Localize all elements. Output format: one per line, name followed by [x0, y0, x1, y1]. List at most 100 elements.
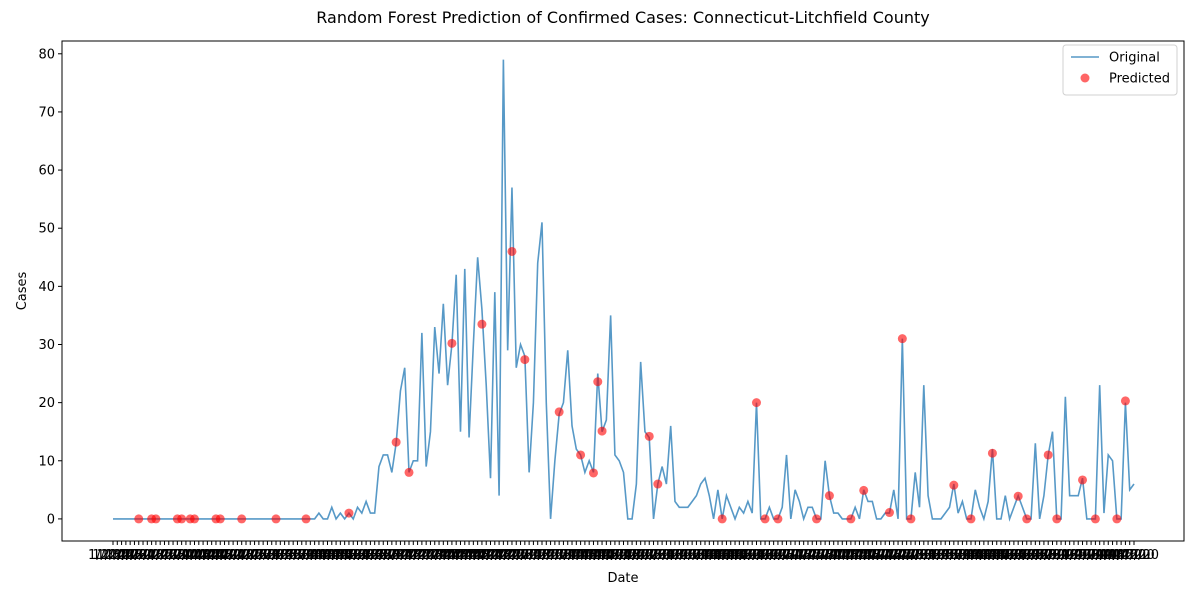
x-tick-label: 6/9/20: [688, 548, 730, 563]
x-tick-label: 2/25/20: [234, 548, 284, 563]
x-tick-label: 6/8/20: [684, 548, 726, 563]
x-tick-label: 1/28/20: [114, 548, 164, 563]
x-tick-label: 4/29/20: [508, 548, 558, 563]
x-tick-label: 2/26/20: [238, 548, 288, 563]
x-tick-label: 2/19/20: [208, 548, 258, 563]
predicted-point: [1022, 514, 1032, 524]
x-tick-label: 2/20/20: [212, 548, 262, 563]
x-tick-label: 3/25/20: [358, 548, 408, 563]
x-tick-label: 4/28/20: [504, 548, 554, 563]
x-tick-label: 7/13/20: [830, 548, 880, 563]
x-tick-label: 8/14/20: [967, 548, 1017, 563]
x-tick-label: 9/9/20: [1083, 548, 1125, 563]
predicted-point: [1112, 514, 1122, 524]
x-tick-label: 4/20/20: [470, 548, 520, 563]
x-tick-label: 3/21/20: [341, 548, 391, 563]
x-tick-label: 4/17/20: [457, 548, 507, 563]
x-tick-label: 4/25/20: [491, 548, 541, 563]
x-tick-label: 8/16/20: [976, 548, 1026, 563]
x-tick-label: 8/2/20: [920, 548, 962, 563]
x-tick-label: 8/9/20: [950, 548, 992, 563]
x-tick-label: 1/26/20: [105, 548, 155, 563]
legend: Original Predicted: [1062, 44, 1178, 96]
x-tick-label: 8/28/20: [1027, 548, 1077, 563]
x-tick-label: 8/24/20: [1010, 548, 1060, 563]
x-tick-label: 5/25/20: [620, 548, 670, 563]
x-tick-label: 2/10/20: [169, 548, 219, 563]
x-tick-label: 8/13/20: [963, 548, 1013, 563]
x-tick-label: 3/13/20: [307, 548, 357, 563]
x-tick-label: 3/18/20: [328, 548, 378, 563]
predicted-point: [520, 355, 530, 365]
x-tick-label: 2/21/20: [217, 548, 267, 563]
x-tick-label: 9/4/20: [1062, 548, 1104, 563]
x-tick-label: 5/14/20: [573, 548, 623, 563]
x-tick-label: 3/19/20: [332, 548, 382, 563]
x-tick-label: 5/26/20: [624, 548, 674, 563]
y-tick-label: 80: [38, 47, 55, 62]
x-tick-label: 2/7/20: [161, 548, 203, 563]
x-tick-label: 8/1/20: [916, 548, 958, 563]
x-tick-label: 4/12/20: [435, 548, 485, 563]
predicted-point: [597, 426, 607, 436]
x-tick-label: 3/26/20: [362, 548, 412, 563]
x-tick-label: 2/16/20: [195, 548, 245, 563]
x-tick-label: 4/24/20: [487, 548, 537, 563]
x-tick-label: 8/21/20: [997, 548, 1047, 563]
x-tick-label: 4/1/20: [392, 548, 434, 563]
predicted-point: [507, 246, 517, 256]
x-tick-label: 8/26/20: [1019, 548, 1069, 563]
x-tick-label: 1/24/20: [97, 548, 147, 563]
x-tick-label: 6/16/20: [714, 548, 764, 563]
x-tick-label: 6/12/20: [697, 548, 747, 563]
x-tick-label: 9/12/20: [1092, 548, 1142, 563]
x-tick-label: 4/3/20: [401, 548, 443, 563]
x-tick-label: 4/18/20: [461, 548, 511, 563]
plot-frame: [61, 40, 1185, 542]
y-axis-label: Cases: [15, 271, 30, 310]
predicted-point: [1052, 514, 1062, 524]
x-tick-label: 4/19/20: [465, 548, 515, 563]
x-tick-label: 4/15/20: [448, 548, 498, 563]
x-tick-label: 9/10/20: [1083, 548, 1133, 563]
x-tick-label: 2/22/20: [221, 548, 271, 563]
x-tick-label: 9/5/20: [1066, 548, 1108, 563]
x-tick-label: 7/2/20: [787, 548, 829, 563]
x-tick-label: 2/6/20: [156, 548, 198, 563]
x-tick-label: 9/3/20: [1057, 548, 1099, 563]
x-tick-label: 6/4/20: [667, 548, 709, 563]
x-tick-label: 8/4/20: [929, 548, 971, 563]
x-tick-label: 5/16/20: [581, 548, 631, 563]
x-tick-label: 8/7/20: [941, 548, 983, 563]
predicted-point: [1090, 514, 1100, 524]
x-tick-label: 3/6/20: [281, 548, 323, 563]
x-tick-label: 4/9/20: [427, 548, 469, 563]
x-tick-label: 5/17/20: [586, 548, 636, 563]
x-tick-label: 7/27/20: [890, 548, 940, 563]
x-tick-label: 8/12/20: [959, 548, 1009, 563]
x-tick-label: 1/25/20: [101, 548, 151, 563]
x-tick-label: 6/15/20: [710, 548, 760, 563]
x-tick-label: 5/7/20: [547, 548, 589, 563]
predicted-point: [1043, 450, 1053, 460]
x-tick-label: 4/13/20: [440, 548, 490, 563]
x-tick-label: 7/17/20: [847, 548, 897, 563]
x-tick-label: 5/31/20: [646, 548, 696, 563]
x-tick-label: 1/31/20: [127, 548, 177, 563]
x-tick-label: 6/5/20: [671, 548, 713, 563]
predicted-point: [1078, 475, 1088, 485]
x-tick-label: 9/13/20: [1096, 548, 1146, 563]
x-tick-label: 6/2/20: [658, 548, 700, 563]
predicted-point: [301, 514, 311, 524]
x-tick-label: 9/6/20: [1070, 548, 1112, 563]
predicted-point: [966, 514, 976, 524]
x-tick-label: 6/7/20: [680, 548, 722, 563]
x-tick-label: 7/1/20: [783, 548, 825, 563]
x-tick-label: 3/9/20: [294, 548, 336, 563]
x-tick-label: 3/12/20: [302, 548, 352, 563]
x-tick-label: 2/4/20: [148, 548, 190, 563]
x-tick-label: 6/3/20: [663, 548, 705, 563]
x-tick-label: 8/3/20: [924, 548, 966, 563]
x-tick-label: 9/2/20: [1053, 548, 1095, 563]
x-tick-label: 5/6/20: [543, 548, 585, 563]
